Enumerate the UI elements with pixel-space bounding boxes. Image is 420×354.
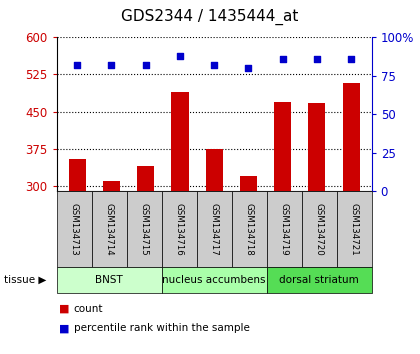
Point xyxy=(314,56,320,62)
Text: GSM134719: GSM134719 xyxy=(280,203,289,256)
Text: GSM134715: GSM134715 xyxy=(140,203,149,256)
Bar xyxy=(274,102,291,191)
Bar xyxy=(206,149,223,191)
Point xyxy=(176,53,183,58)
Bar xyxy=(69,159,86,191)
Point xyxy=(142,62,149,68)
Point xyxy=(245,65,252,71)
Point xyxy=(348,56,354,62)
Text: GSM134716: GSM134716 xyxy=(175,203,184,256)
Text: GSM134721: GSM134721 xyxy=(350,203,359,256)
Text: GSM134720: GSM134720 xyxy=(315,203,324,256)
Text: tissue ▶: tissue ▶ xyxy=(4,275,47,285)
Text: GSM134718: GSM134718 xyxy=(245,203,254,256)
Point xyxy=(279,56,286,62)
Bar xyxy=(103,181,120,191)
Text: GSM134717: GSM134717 xyxy=(210,203,219,256)
Text: count: count xyxy=(74,304,103,314)
Text: ■: ■ xyxy=(59,304,69,314)
Text: percentile rank within the sample: percentile rank within the sample xyxy=(74,323,249,333)
Text: nucleus accumbens: nucleus accumbens xyxy=(163,275,266,285)
Point xyxy=(211,62,218,68)
Text: BNST: BNST xyxy=(95,275,123,285)
Bar xyxy=(171,92,189,191)
Text: GSM134714: GSM134714 xyxy=(105,203,114,256)
Point xyxy=(74,62,81,68)
Text: GDS2344 / 1435444_at: GDS2344 / 1435444_at xyxy=(121,9,299,25)
Bar xyxy=(343,83,360,191)
Bar xyxy=(137,166,154,191)
Text: GSM134713: GSM134713 xyxy=(70,203,79,256)
Bar xyxy=(308,103,326,191)
Text: ■: ■ xyxy=(59,323,69,333)
Bar xyxy=(240,176,257,191)
Text: dorsal striatum: dorsal striatum xyxy=(279,275,359,285)
Point xyxy=(108,62,115,68)
